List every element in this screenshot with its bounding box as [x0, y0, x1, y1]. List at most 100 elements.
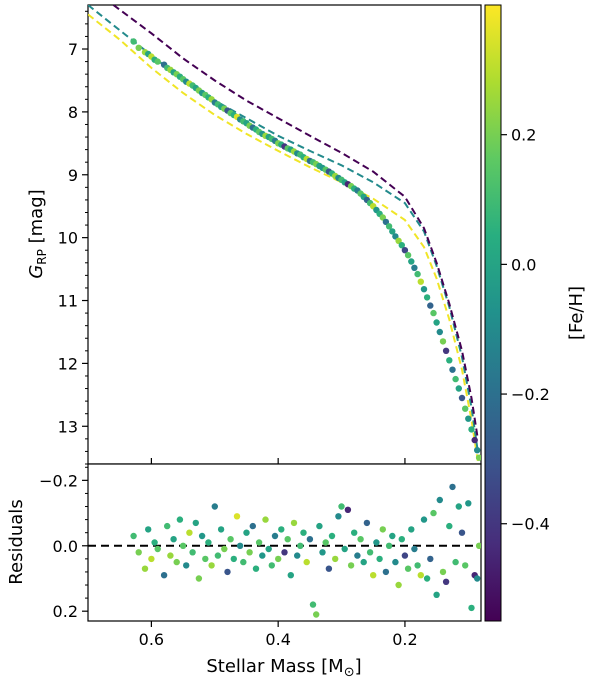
residual-point-36 — [252, 565, 260, 572]
residual-point-49 — [294, 552, 301, 559]
main-y-tick-label: 7 — [68, 40, 78, 59]
residual-point-93 — [433, 591, 440, 598]
residual-point-3 — [145, 526, 152, 533]
main-y-axis-label: GRP [mag] — [26, 189, 49, 278]
residual-point-83 — [401, 552, 409, 559]
residual-point-40 — [265, 545, 272, 553]
residual-point-29 — [230, 555, 237, 563]
data-point-104 — [468, 426, 475, 433]
residual-point-31 — [236, 542, 244, 549]
data-point-97 — [446, 357, 453, 364]
data-point-91 — [427, 302, 434, 309]
x-tick-label: 0.2 — [392, 630, 417, 649]
residual-point-23 — [211, 503, 218, 510]
main-y-tick-label: 8 — [68, 103, 78, 122]
data-point-103 — [465, 415, 472, 422]
residual-point-20 — [202, 555, 209, 563]
residual-point-79 — [389, 532, 396, 540]
residual-point-41 — [268, 562, 275, 569]
residual-point-18 — [195, 575, 203, 582]
residual-point-46 — [284, 536, 291, 543]
colorbar-ticks: 0.2 0.0 −0.2 −0.4 — [501, 126, 550, 534]
data-point-84 — [404, 252, 412, 259]
residual-point-57 — [319, 549, 326, 556]
data-point-79 — [389, 228, 396, 235]
residual-point-56 — [316, 522, 323, 530]
residual-point-16 — [189, 549, 196, 556]
data-point-78 — [385, 223, 393, 230]
residual-point-34 — [246, 549, 253, 556]
residual-point-77 — [382, 568, 390, 576]
residual-point-99 — [452, 558, 459, 566]
residual-point-6 — [154, 545, 161, 553]
residual-point-90 — [423, 575, 431, 582]
residual-point-106 — [474, 575, 481, 582]
data-point-6 — [154, 58, 161, 65]
residual-point-47 — [287, 572, 294, 579]
residual-point-91 — [427, 555, 434, 563]
residual-point-59 — [325, 565, 333, 572]
residual-point-80 — [392, 558, 399, 566]
residual-point-63 — [338, 503, 345, 510]
residual-point-19 — [198, 532, 206, 540]
residual-point-21 — [205, 539, 212, 546]
residual-point-65 — [344, 506, 352, 513]
residual-point-12 — [176, 516, 184, 523]
data-point-102 — [462, 405, 469, 412]
colorbar-tick-label: −0.4 — [511, 515, 550, 534]
data-point-106 — [474, 447, 481, 454]
data-point-101 — [458, 394, 466, 402]
colorbar-tick-label: −0.2 — [511, 385, 550, 404]
data-point-100 — [455, 385, 462, 392]
residual-point-76 — [379, 526, 386, 533]
data-point-77 — [382, 218, 390, 226]
residual-point-26 — [221, 545, 228, 553]
residual-point-24 — [214, 552, 222, 559]
residual-point-88 — [417, 572, 424, 579]
residual-point-53 — [306, 536, 314, 543]
residual-point-104 — [468, 604, 475, 612]
data-point-85 — [408, 258, 415, 265]
residual-point-13 — [179, 542, 187, 549]
residual-point-9 — [167, 552, 174, 559]
data-point-80 — [392, 233, 399, 240]
data-point-82 — [398, 242, 405, 249]
residual-point-52 — [303, 558, 310, 566]
data-point-95 — [439, 338, 447, 345]
residual-point-69 — [357, 536, 364, 543]
data-point-93 — [433, 319, 440, 326]
x-tick-label: 0.4 — [265, 630, 290, 649]
residual-point-42 — [271, 532, 279, 540]
residual-point-98 — [449, 483, 456, 491]
main-x-ticks — [150, 458, 406, 464]
data-point-105 — [471, 436, 478, 444]
residual-point-38 — [259, 552, 266, 559]
residual-point-14 — [183, 562, 190, 569]
data-point-107 — [475, 454, 481, 461]
residual-point-27 — [224, 568, 231, 576]
main-y-ticks: 7 8 9 10 11 12 13 — [58, 10, 88, 465]
residual-point-73 — [370, 572, 377, 579]
residual-point-82 — [398, 536, 405, 543]
residual-point-15 — [186, 529, 193, 536]
colorbar-tick-label: 0.0 — [511, 255, 536, 274]
data-point-1 — [135, 44, 142, 51]
main-y-tick-label: 10 — [58, 229, 78, 248]
residual-point-72 — [366, 549, 374, 556]
residual-point-28 — [227, 536, 234, 543]
residual-point-5 — [151, 539, 158, 546]
residual-point-51 — [300, 529, 307, 536]
residual-y-tick-label: −0.2 — [39, 471, 78, 490]
residual-point-62 — [335, 513, 342, 520]
residual-point-58 — [322, 539, 329, 546]
residual-point-100 — [455, 503, 462, 510]
residual-point-1 — [135, 549, 142, 556]
model-curve-2 — [112, 5, 479, 439]
residual-point-44 — [278, 526, 285, 533]
residual-point-102 — [462, 562, 469, 569]
residual-point-8 — [164, 522, 171, 530]
x-tick-label: 0.6 — [139, 630, 164, 649]
main-y-tick-label: 13 — [58, 417, 78, 436]
residual-point-84 — [404, 565, 412, 572]
residual-panel-frame — [87, 463, 482, 622]
